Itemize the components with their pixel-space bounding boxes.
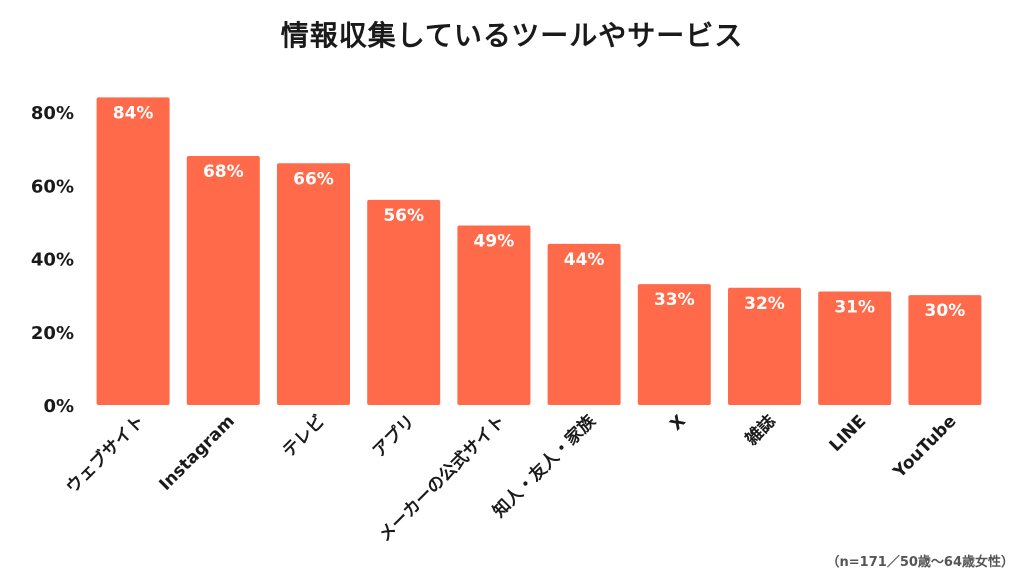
bar bbox=[547, 243, 621, 405]
x-tick-label: アプリ bbox=[368, 411, 419, 462]
bars bbox=[96, 97, 982, 405]
bar bbox=[908, 295, 982, 405]
y-tick-label: 40% bbox=[31, 250, 74, 271]
bar bbox=[277, 163, 350, 405]
bar bbox=[96, 97, 170, 405]
x-tick-label: YouTube bbox=[889, 411, 960, 482]
y-tick-label: 80% bbox=[31, 103, 74, 124]
bar bbox=[818, 291, 892, 405]
bar-value-label: 49% bbox=[474, 232, 515, 252]
bar-labels: 84% 68% 66% 56% 49% 44% 33% 32% 31% 30% bbox=[113, 103, 966, 321]
chart-title: 情報収集しているツールやサービス bbox=[280, 19, 744, 52]
bar-value-label: 56% bbox=[383, 206, 424, 226]
x-tick-label: ウェブサイト bbox=[62, 411, 149, 498]
bar bbox=[728, 287, 801, 405]
y-axis: 0% 20% 40% 60% 80% bbox=[31, 103, 74, 417]
sample-note: （n=171／50歳〜64歳女性） bbox=[826, 555, 1014, 570]
bar bbox=[367, 199, 441, 405]
x-tick-label: テレビ bbox=[279, 411, 329, 461]
bar bbox=[186, 155, 260, 405]
x-tick-label: LINE bbox=[826, 411, 871, 456]
bar-value-label: 31% bbox=[834, 297, 875, 317]
bar bbox=[457, 225, 531, 405]
y-tick-label: 60% bbox=[31, 176, 74, 197]
x-tick-label: Instagram bbox=[155, 411, 238, 494]
bar-value-label: 66% bbox=[293, 169, 334, 189]
bar-value-label: 32% bbox=[744, 294, 785, 314]
bar bbox=[637, 284, 711, 405]
bar-value-label: 30% bbox=[925, 301, 966, 321]
bar-value-label: 33% bbox=[654, 290, 695, 310]
y-tick-label: 20% bbox=[31, 323, 74, 344]
bar-value-label: 84% bbox=[113, 103, 154, 123]
bar-value-label: 44% bbox=[564, 250, 605, 270]
bar-value-label: 68% bbox=[203, 162, 244, 182]
x-tick-label: X bbox=[666, 411, 689, 434]
y-tick-label: 0% bbox=[43, 396, 74, 417]
x-tick-label: 雑誌 bbox=[740, 411, 780, 451]
